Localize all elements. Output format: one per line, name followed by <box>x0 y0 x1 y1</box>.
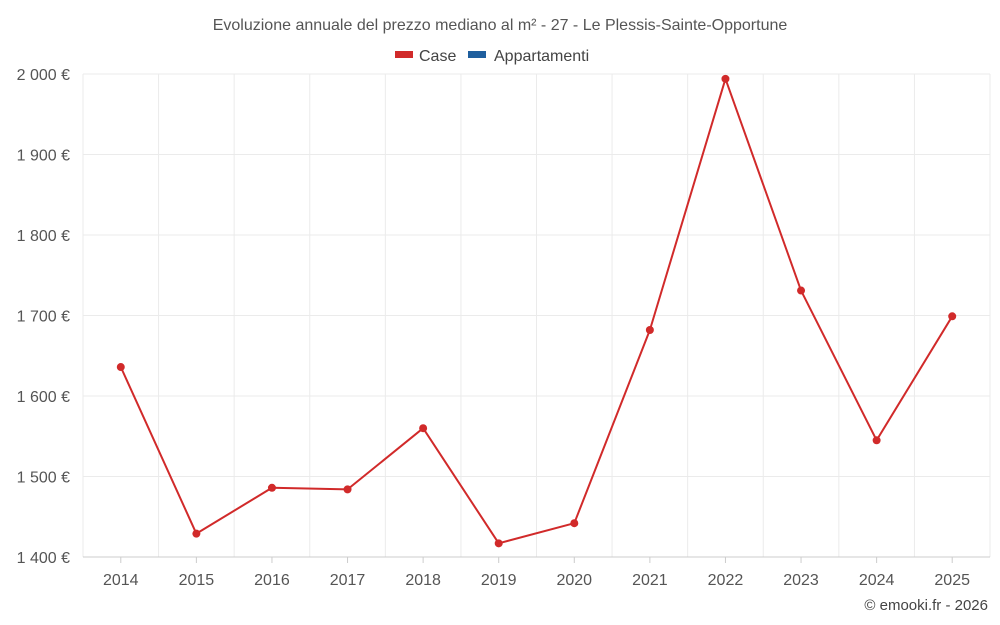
legend: Case Appartamenti <box>395 48 589 65</box>
x-tick-label: 2021 <box>632 572 668 589</box>
y-tick-label: 1 600 € <box>17 389 70 406</box>
y-tick-label: 1 500 € <box>17 470 70 487</box>
x-tick-label: 2016 <box>254 572 290 589</box>
x-tick-label: 2014 <box>103 572 139 589</box>
data-point-case[interactable] <box>797 286 806 295</box>
data-point-case[interactable] <box>570 519 579 528</box>
chart-title: Evoluzione annuale del prezzo mediano al… <box>213 17 788 34</box>
legend-label-case: Case <box>419 48 456 65</box>
data-point-case[interactable] <box>494 539 503 548</box>
legend-swatch-appartamenti <box>468 51 486 58</box>
x-tick-label: 2018 <box>405 572 441 589</box>
grid <box>82 73 991 557</box>
data-point-case[interactable] <box>343 485 352 494</box>
x-tick-label: 2015 <box>179 572 215 589</box>
x-tick-label: 2024 <box>859 572 895 589</box>
data-point-case[interactable] <box>872 436 881 445</box>
x-tick-label: 2025 <box>934 572 970 589</box>
data-point-case[interactable] <box>948 312 957 321</box>
y-tick-label: 1 900 € <box>17 148 70 165</box>
y-axis-ticks: 1 400 € 1 500 € 1 600 € 1 700 € 1 800 € 1 900… <box>17 67 70 567</box>
data-point-case[interactable] <box>192 529 201 538</box>
data-point-case[interactable] <box>419 424 428 433</box>
data-point-case[interactable] <box>267 483 276 492</box>
legend-item-case[interactable]: Case <box>395 48 456 65</box>
series <box>116 74 957 548</box>
legend-swatch-case <box>395 51 413 58</box>
x-axis-ticks: 2014 2015 2016 2017 2018 2019 2020 2021 2022 2023… <box>103 557 970 589</box>
legend-item-appartamenti[interactable]: Appartamenti <box>468 48 589 65</box>
series-line-case <box>119 77 954 545</box>
legend-label-appartamenti: Appartamenti <box>494 48 589 65</box>
data-point-case[interactable] <box>721 74 730 83</box>
x-tick-label: 2023 <box>783 572 819 589</box>
x-tick-label: 2019 <box>481 572 517 589</box>
x-tick-label: 2017 <box>330 572 366 589</box>
x-tick-label: 2020 <box>556 572 592 589</box>
credit-text: © emooki.fr - 2026 <box>864 597 988 614</box>
y-tick-label: 1 800 € <box>17 228 70 245</box>
data-point-case[interactable] <box>645 325 654 334</box>
y-tick-label: 2 000 € <box>17 67 70 84</box>
y-tick-label: 1 700 € <box>17 309 70 326</box>
data-point-case[interactable] <box>116 363 125 372</box>
x-tick-label: 2022 <box>708 572 744 589</box>
y-tick-label: 1 400 € <box>17 550 70 567</box>
